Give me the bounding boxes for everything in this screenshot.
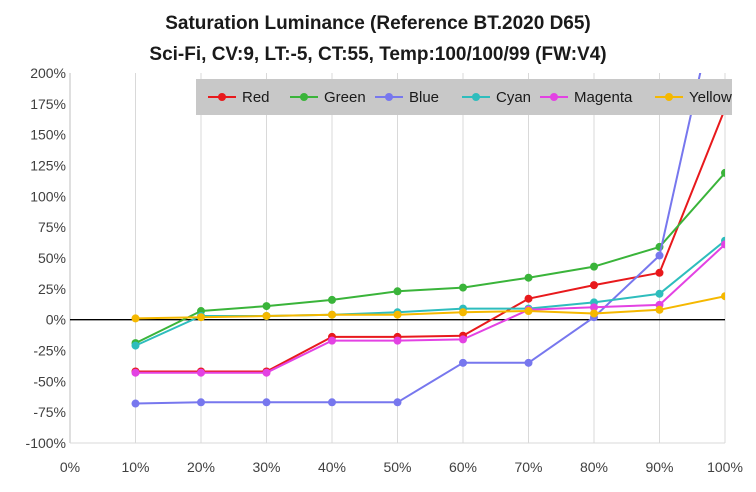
data-point-magenta: [131, 368, 140, 377]
data-point-magenta: [721, 240, 725, 249]
legend: Red Green Blue Cyan Magenta Yellow: [196, 79, 732, 115]
data-point-green: [262, 302, 271, 311]
data-point-red: [590, 281, 598, 290]
legend-label: Magenta: [574, 89, 633, 106]
data-point-blue: [197, 398, 205, 407]
data-point-yellow: [131, 314, 140, 323]
x-tick-label: 30%: [252, 459, 280, 475]
series: [131, 73, 725, 408]
grid: [69, 73, 726, 443]
x-tick-label: 100%: [707, 459, 743, 475]
data-point-blue: [655, 251, 664, 260]
y-tick-label: 150%: [30, 127, 66, 143]
legend-swatch-marker: [550, 93, 558, 101]
y-tick-label: -75%: [33, 404, 66, 420]
data-point-yellow: [590, 309, 598, 318]
legend-item-yellow: Yellow: [655, 89, 732, 106]
data-point-green: [393, 287, 402, 296]
data-point-yellow: [262, 311, 271, 320]
series-line-yellow: [135, 295, 725, 320]
data-point-yellow: [393, 310, 402, 319]
x-tick-label: 60%: [449, 459, 477, 475]
series-line-blue: [135, 73, 702, 405]
x-tick-label: 80%: [580, 459, 608, 475]
series-line-red: [135, 108, 725, 373]
y-tick-label: 25%: [38, 281, 66, 297]
y-tick-label: 50%: [38, 250, 66, 266]
x-tick-label: 20%: [187, 459, 215, 475]
legend-item-green: Green: [290, 89, 366, 106]
legend-item-red: Red: [208, 89, 270, 106]
x-tick-label: 50%: [383, 459, 411, 475]
data-point-blue: [131, 399, 140, 408]
chart-subtitle: Sci-Fi, CV:9, LT:-5, CT:55, Temp:100/100…: [149, 44, 606, 65]
legend-label: Blue: [409, 89, 439, 106]
legend-item-magenta: Magenta: [540, 89, 633, 106]
y-tick-label: -100%: [26, 435, 66, 451]
y-tick-label: -50%: [33, 373, 66, 389]
data-point-yellow: [721, 292, 725, 301]
legend-swatch-marker: [472, 93, 480, 101]
legend-swatch-marker: [385, 93, 393, 101]
y-tick-label: 175%: [30, 96, 66, 112]
y-tick-labels: 200% 175% 150% 125% 100% 75% 50% 25% 0% -25% -50% -…: [26, 65, 66, 451]
data-point-magenta: [393, 336, 402, 345]
x-tick-label: 10%: [121, 459, 149, 475]
series-line-green: [135, 172, 725, 344]
x-tick-label: 90%: [645, 459, 673, 475]
data-point-magenta: [328, 336, 336, 345]
legend-label: Red: [242, 89, 270, 106]
data-point-yellow: [197, 313, 205, 322]
data-point-cyan: [655, 289, 664, 298]
y-tick-label: -25%: [33, 343, 66, 359]
data-point-green: [459, 283, 467, 292]
x-tick-label: 70%: [514, 459, 542, 475]
y-tick-label: 75%: [38, 219, 66, 235]
legend-item-blue: Blue: [375, 89, 439, 106]
x-tick-label: 40%: [318, 459, 346, 475]
data-point-blue: [459, 358, 467, 367]
data-point-blue: [393, 398, 402, 407]
data-point-green: [524, 273, 533, 282]
legend-label: Yellow: [689, 89, 732, 106]
y-tick-label: 125%: [30, 158, 66, 174]
y-tick-label: 100%: [30, 188, 66, 204]
series-yellow: [131, 292, 725, 323]
data-point-yellow: [655, 305, 664, 314]
data-point-green: [721, 168, 725, 177]
data-point-yellow: [328, 310, 336, 319]
x-tick-label: 0%: [60, 459, 80, 475]
legend-label: Cyan: [496, 89, 531, 106]
data-point-magenta: [590, 303, 598, 312]
chart-title: Saturation Luminance (Reference BT.2020 …: [165, 13, 591, 34]
data-point-yellow: [459, 308, 467, 317]
data-point-magenta: [459, 335, 467, 344]
legend-item-cyan: Cyan: [462, 89, 531, 106]
data-point-red: [524, 294, 533, 303]
data-point-cyan: [131, 341, 140, 350]
data-point-magenta: [262, 368, 271, 377]
data-point-blue: [262, 398, 271, 407]
data-point-yellow: [524, 307, 533, 316]
legend-swatch-marker: [218, 93, 226, 101]
y-tick-label: 0%: [46, 312, 66, 328]
data-point-blue: [328, 398, 336, 407]
data-point-magenta: [197, 368, 205, 377]
y-tick-label: 200%: [30, 65, 66, 81]
data-point-red: [655, 268, 664, 277]
data-point-green: [590, 262, 598, 271]
legend-label: Green: [324, 89, 366, 106]
data-point-blue: [524, 358, 533, 367]
axes: [69, 73, 725, 444]
legend-swatch-marker: [665, 93, 673, 101]
x-tick-labels: 0% 10% 20% 30% 40% 50% 60% 70% 80% 90% 100%: [60, 459, 743, 475]
series-line-magenta: [135, 243, 725, 374]
legend-swatch-marker: [300, 93, 308, 101]
data-point-green: [328, 295, 336, 304]
